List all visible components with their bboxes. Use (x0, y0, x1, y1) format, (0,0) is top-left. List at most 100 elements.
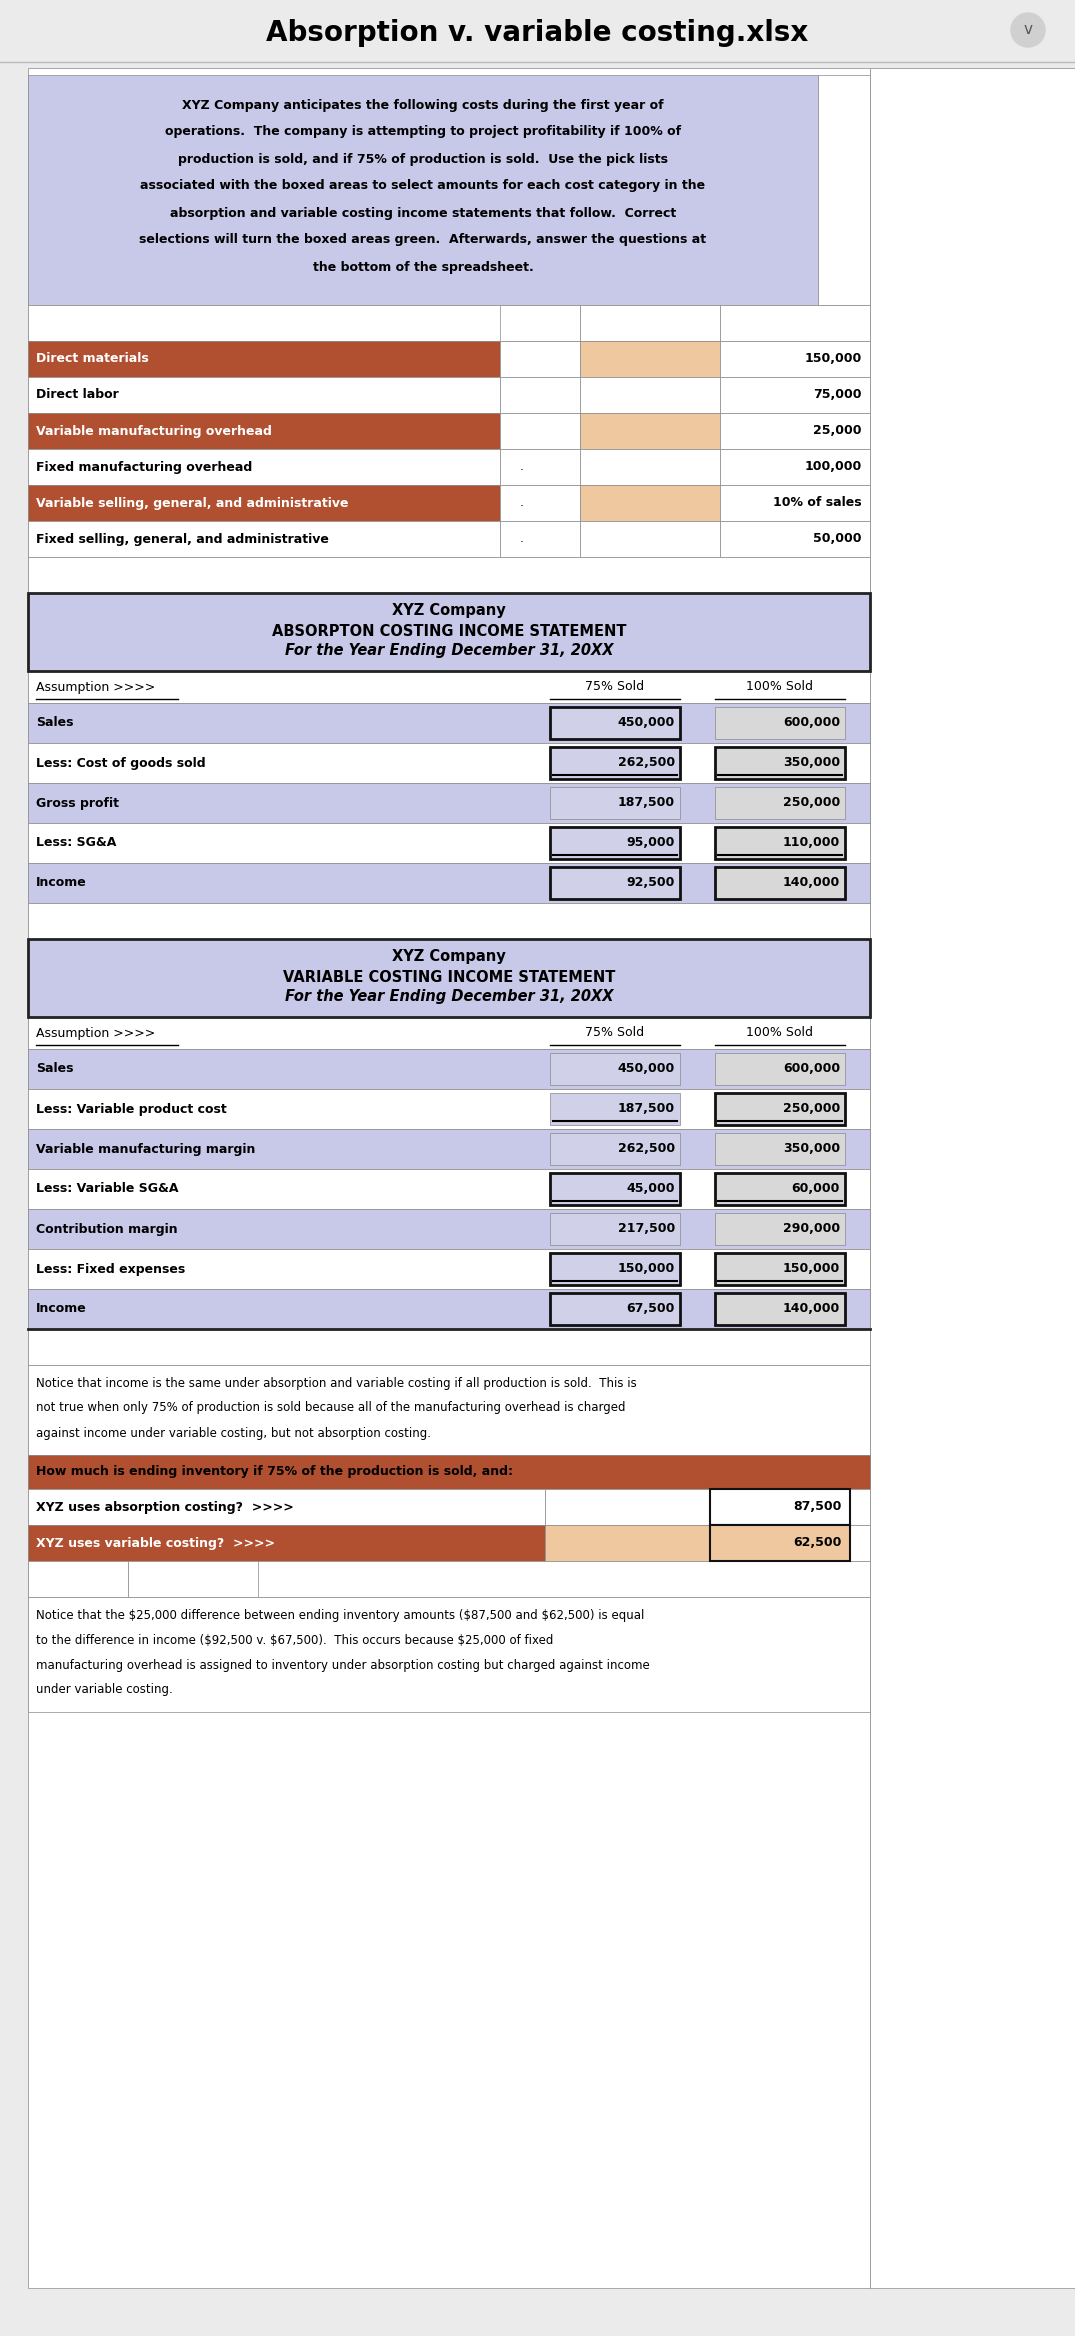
Text: not true when only 75% of production is sold because all of the manufacturing ov: not true when only 75% of production is … (35, 1402, 626, 1416)
Text: Direct labor: Direct labor (35, 388, 118, 402)
Text: 290,000: 290,000 (783, 1222, 840, 1236)
Bar (28, 75, 818, 306)
Text: How much is ending inventory if 75% of the production is sold, and:: How much is ending inventory if 75% of t… (35, 1465, 513, 1479)
Text: 600,000: 600,000 (783, 1063, 840, 1075)
Text: Less: Cost of goods sold: Less: Cost of goods sold (35, 757, 205, 769)
Bar (500, 521, 580, 556)
Text: ABSORPTON COSTING INCOME STATEMENT: ABSORPTON COSTING INCOME STATEMENT (272, 624, 627, 638)
Text: associated with the boxed areas to select amounts for each cost category in the: associated with the boxed areas to selec… (141, 180, 705, 192)
Bar (28, 68, 870, 2287)
Bar (550, 708, 680, 738)
Text: Sales: Sales (35, 1063, 73, 1075)
Text: 50,000: 50,000 (814, 533, 862, 547)
Text: Income: Income (35, 1303, 87, 1315)
Bar (28, 1289, 870, 1329)
Text: 350,000: 350,000 (783, 757, 840, 769)
Bar (28, 783, 870, 822)
Bar (28, 1560, 870, 1598)
Bar (550, 748, 680, 778)
Text: 262,500: 262,500 (618, 757, 675, 769)
Text: For the Year Ending December 31, 20XX: For the Year Ending December 31, 20XX (285, 642, 613, 659)
Bar (580, 521, 720, 556)
Text: .: . (520, 533, 524, 547)
Text: 187,500: 187,500 (618, 797, 675, 811)
Text: 150,000: 150,000 (805, 353, 862, 364)
Text: 150,000: 150,000 (783, 1261, 840, 1275)
Bar (715, 827, 845, 860)
Text: 350,000: 350,000 (783, 1142, 840, 1156)
Bar (715, 1212, 845, 1245)
Text: 67,500: 67,500 (627, 1303, 675, 1315)
Text: 262,500: 262,500 (618, 1142, 675, 1156)
Text: XYZ Company: XYZ Company (392, 948, 506, 965)
Bar (28, 1168, 870, 1210)
Bar (580, 413, 720, 449)
Bar (0, 0, 1075, 61)
Text: For the Year Ending December 31, 20XX: For the Year Ending December 31, 20XX (285, 990, 613, 1004)
Bar (28, 1329, 870, 1364)
Bar (550, 1294, 680, 1325)
Text: 60,000: 60,000 (791, 1182, 840, 1196)
Text: against income under variable costing, but not absorption costing.: against income under variable costing, b… (35, 1427, 431, 1439)
Text: 75% Sold: 75% Sold (586, 1026, 645, 1040)
Bar (715, 708, 845, 738)
Bar (550, 1054, 680, 1084)
Circle shape (1010, 14, 1045, 47)
Text: 75% Sold: 75% Sold (586, 680, 645, 694)
Text: 450,000: 450,000 (618, 717, 675, 729)
Bar (720, 376, 870, 413)
Text: 10% of sales: 10% of sales (773, 498, 862, 509)
Bar (550, 867, 680, 899)
Bar (550, 1252, 680, 1285)
Text: Notice that income is the same under absorption and variable costing if all prod: Notice that income is the same under abs… (35, 1376, 636, 1390)
Bar (580, 306, 720, 341)
Bar (710, 1488, 850, 1525)
Text: selections will turn the boxed areas green.  Afterwards, answer the questions at: selections will turn the boxed areas gre… (140, 234, 706, 248)
Text: Gross profit: Gross profit (35, 797, 119, 811)
Bar (715, 787, 845, 820)
Text: Notice that the $25,000 difference between ending inventory amounts ($87,500 and: Notice that the $25,000 difference betwe… (35, 1610, 644, 1621)
Text: 450,000: 450,000 (618, 1063, 675, 1075)
Bar (28, 1250, 870, 1289)
Text: 217,500: 217,500 (618, 1222, 675, 1236)
Bar (580, 376, 720, 413)
Text: absorption and variable costing income statements that follow.  Correct: absorption and variable costing income s… (170, 206, 676, 220)
Bar (550, 1212, 680, 1245)
Bar (28, 1598, 870, 1712)
Text: 62,500: 62,500 (793, 1537, 842, 1549)
Bar (720, 449, 870, 486)
Bar (715, 1054, 845, 1084)
Text: 140,000: 140,000 (783, 1303, 840, 1315)
Text: the bottom of the spreadsheet.: the bottom of the spreadsheet. (313, 262, 533, 273)
Bar (720, 521, 870, 556)
Text: 100,000: 100,000 (805, 460, 862, 474)
Bar (28, 862, 870, 904)
Bar (715, 867, 845, 899)
Text: XYZ uses absorption costing?  >>>>: XYZ uses absorption costing? >>>> (35, 1500, 293, 1514)
Text: 110,000: 110,000 (783, 836, 840, 850)
Bar (550, 1173, 680, 1205)
Bar (28, 1525, 545, 1560)
Bar (720, 306, 870, 341)
Text: 140,000: 140,000 (783, 876, 840, 890)
Text: Absorption v. variable costing.xlsx: Absorption v. variable costing.xlsx (267, 19, 808, 47)
Bar (28, 1488, 545, 1525)
Bar (28, 486, 500, 521)
Text: Variable manufacturing margin: Variable manufacturing margin (35, 1142, 256, 1156)
Text: 25,000: 25,000 (814, 425, 862, 437)
Text: Variable selling, general, and administrative: Variable selling, general, and administr… (35, 498, 348, 509)
Bar (550, 787, 680, 820)
Text: Less: Variable SG&A: Less: Variable SG&A (35, 1182, 178, 1196)
Text: 187,500: 187,500 (618, 1103, 675, 1117)
Bar (715, 1173, 845, 1205)
Text: v: v (1023, 23, 1032, 37)
Bar (580, 449, 720, 486)
Text: Less: SG&A: Less: SG&A (35, 836, 116, 850)
Bar (28, 1049, 870, 1089)
Bar (28, 521, 500, 556)
Text: Direct materials: Direct materials (35, 353, 148, 364)
Bar (28, 593, 870, 670)
Bar (550, 1133, 680, 1166)
Text: under variable costing.: under variable costing. (35, 1684, 173, 1696)
Text: Assumption >>>>: Assumption >>>> (35, 680, 155, 694)
